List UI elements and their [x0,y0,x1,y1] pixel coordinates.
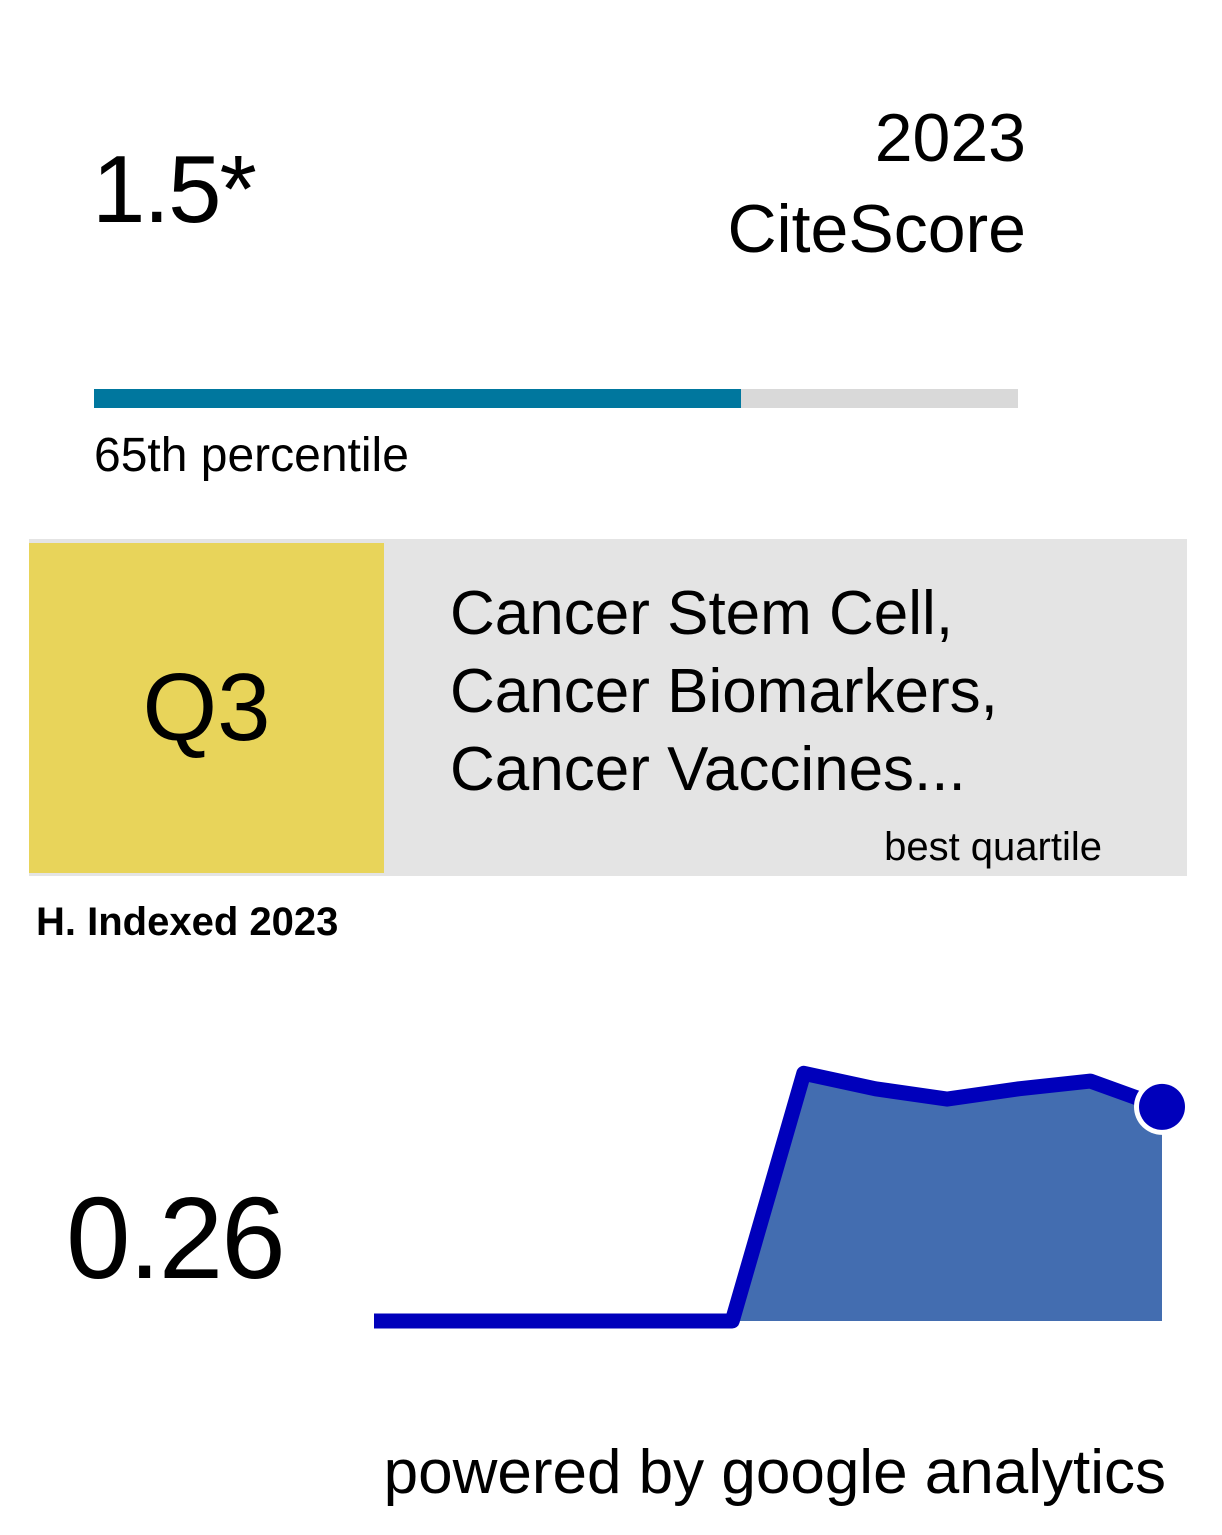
sparkline-endpoint-dot [1139,1083,1185,1130]
quartile-badge: Q3 [29,543,384,873]
citescore-value: 1.5* [92,136,257,243]
citescore-year: 2023 [874,100,1026,176]
hindex-label: H. Indexed 2023 [36,900,339,944]
sparkline-line [374,1065,1165,1329]
sparkline-endpoint-halo [1134,1078,1190,1135]
best-quartile-caption: best quartile [884,825,1102,869]
powered-by-text: powered by google analytics [383,1438,1166,1507]
category-item: Cancer Stem Cell, [450,579,954,648]
hindex-value: 0.26 [66,1173,286,1303]
category-item: Cancer Vaccines... [450,735,966,804]
quartile-panel: Q3 Cancer Stem Cell, Cancer Biomarkers, … [29,539,1187,876]
citescore-label: CiteScore [727,191,1026,267]
sparkline-area [374,1073,1162,1321]
percentile-bar [94,389,1018,408]
quartile-value: Q3 [142,654,271,761]
percentile-label: 65th percentile [94,429,409,482]
category-list: Cancer Stem Cell, Cancer Biomarkers, Can… [450,575,998,809]
category-item: Cancer Biomarkers, [450,657,998,726]
percentile-bar-fill [94,389,741,408]
